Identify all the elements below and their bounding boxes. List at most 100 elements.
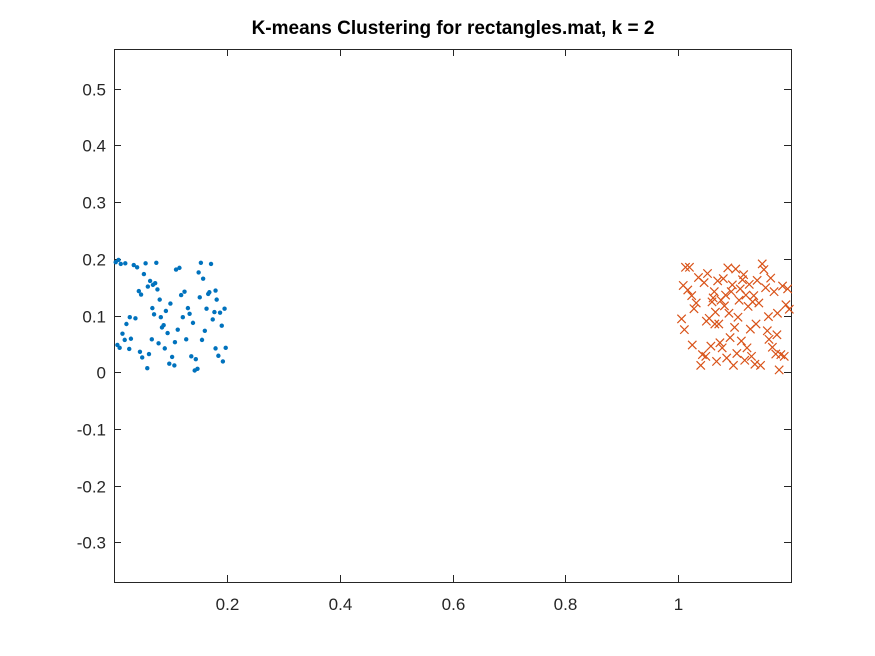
data-point: [725, 332, 735, 343]
data-point: [136, 288, 142, 294]
data-point: [198, 260, 204, 265]
data-point: [185, 305, 191, 311]
data-point: [711, 356, 722, 367]
data-point: [189, 354, 194, 359]
x-axis-ticks: 0.2 0.4 0.6 0.8 1: [216, 49, 683, 614]
data-point: [731, 264, 741, 274]
data-point: [696, 360, 706, 371]
data-point: [208, 261, 214, 267]
data-point: [204, 306, 209, 311]
data-point: [772, 330, 782, 340]
data-point: [177, 265, 182, 271]
data-point: [157, 297, 162, 302]
data-point: [689, 304, 699, 314]
x-tick-label: 0.8: [554, 595, 578, 614]
y-tick-label: -0.3: [77, 534, 106, 553]
data-point: [754, 298, 764, 308]
data-point: [764, 334, 774, 344]
data-point: [749, 291, 759, 301]
data-point: [168, 301, 173, 306]
data-point: [212, 309, 217, 315]
data-point: [152, 280, 158, 286]
data-point: [676, 314, 687, 324]
data-point: [733, 312, 743, 322]
data-point: [140, 355, 145, 360]
data-point: [180, 315, 186, 320]
data-point: [782, 284, 793, 294]
data-point: [729, 322, 740, 333]
y-tick-label: 0.4: [82, 137, 106, 156]
data-point: [752, 275, 762, 285]
series-2: [676, 259, 794, 375]
data-point: [784, 304, 794, 314]
data-point: [755, 360, 766, 371]
data-point: [219, 323, 224, 328]
data-point: [124, 321, 129, 327]
data-point: [197, 295, 202, 300]
data-point: [155, 287, 160, 292]
data-point: [122, 337, 127, 343]
data-point: [222, 306, 227, 311]
data-point: [128, 336, 134, 341]
data-point: [759, 264, 769, 275]
data-point: [145, 366, 150, 371]
data-point: [774, 365, 784, 375]
data-point: [175, 327, 180, 332]
data-point: [772, 308, 783, 318]
data-point: [146, 351, 152, 357]
data-point: [717, 343, 727, 353]
data-point: [766, 273, 776, 283]
data-point: [172, 363, 177, 368]
data-point: [207, 290, 212, 295]
data-point: [746, 351, 757, 361]
y-tick-label: 0.5: [82, 81, 106, 100]
data-point: [757, 259, 767, 269]
data-point: [769, 287, 779, 297]
data-point: [137, 349, 143, 354]
data-point: [127, 346, 132, 352]
data-point: [149, 337, 154, 342]
data-point: [178, 292, 184, 298]
x-tick-label: 0.2: [216, 595, 240, 614]
data-point: [150, 305, 155, 311]
data-point: [143, 261, 148, 266]
data-point: [214, 297, 219, 302]
data-point: [158, 315, 164, 320]
data-point: [740, 355, 750, 365]
data-point: [722, 353, 732, 363]
data-point: [138, 292, 144, 297]
data-point: [720, 290, 731, 300]
data-point: [154, 260, 159, 265]
data-point: [744, 279, 754, 289]
data-point: [223, 345, 228, 351]
data-point: [683, 285, 693, 295]
y-tick-label: 0: [97, 364, 106, 383]
data-point: [131, 262, 136, 268]
data-point: [141, 271, 147, 277]
data-point: [742, 343, 752, 353]
data-point: [738, 270, 749, 280]
data-point: [217, 310, 223, 315]
data-point: [715, 338, 725, 348]
data-point: [151, 312, 157, 317]
y-axis-ticks: 0.5 0.4 0.3 0.2 0.1 0 -0.1 -0.2 -0.3: [77, 81, 791, 553]
data-point: [200, 276, 206, 281]
data-point: [732, 348, 742, 359]
data-point: [156, 341, 161, 346]
data-point: [123, 261, 128, 266]
data-point: [750, 359, 760, 369]
data-point: [727, 280, 737, 290]
data-point: [118, 261, 123, 267]
data-point: [196, 270, 201, 275]
data-point: [687, 340, 697, 350]
data-point: [167, 361, 172, 366]
data-point: [127, 315, 132, 320]
data-point: [701, 316, 711, 326]
data-point: [184, 337, 189, 342]
data-point: [710, 319, 720, 329]
data-point: [684, 262, 695, 272]
data-point: [718, 274, 728, 284]
data-point: [210, 317, 215, 322]
y-tick-label: 0.2: [82, 251, 106, 270]
